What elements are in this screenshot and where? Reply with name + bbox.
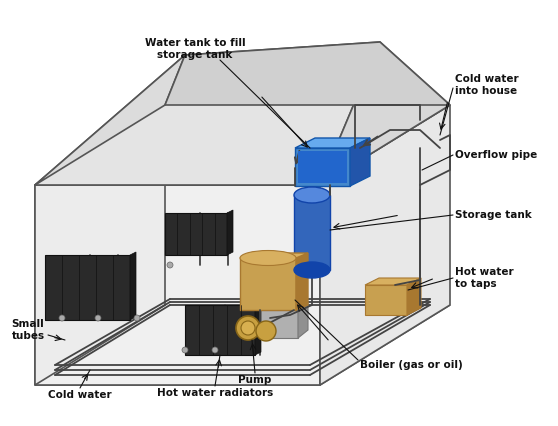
Polygon shape bbox=[35, 105, 450, 185]
Polygon shape bbox=[296, 253, 308, 310]
Ellipse shape bbox=[294, 187, 330, 203]
Text: Cold water: Cold water bbox=[48, 390, 112, 400]
Ellipse shape bbox=[294, 262, 330, 278]
Text: Hot water radiators: Hot water radiators bbox=[157, 388, 273, 398]
Circle shape bbox=[241, 321, 255, 335]
Polygon shape bbox=[255, 302, 261, 355]
Polygon shape bbox=[295, 148, 350, 186]
Polygon shape bbox=[238, 310, 298, 338]
Polygon shape bbox=[35, 55, 185, 185]
Polygon shape bbox=[320, 42, 450, 185]
Polygon shape bbox=[130, 252, 136, 320]
Circle shape bbox=[167, 262, 173, 268]
Text: Hot water
to taps: Hot water to taps bbox=[455, 267, 513, 289]
Circle shape bbox=[236, 316, 260, 340]
Polygon shape bbox=[240, 258, 296, 310]
Circle shape bbox=[182, 347, 188, 353]
Polygon shape bbox=[298, 302, 308, 338]
Polygon shape bbox=[165, 42, 450, 105]
Text: Water tank to fill
storage tank: Water tank to fill storage tank bbox=[145, 38, 246, 60]
Text: Overflow pipe: Overflow pipe bbox=[455, 150, 537, 160]
Polygon shape bbox=[295, 138, 370, 148]
Polygon shape bbox=[298, 151, 347, 183]
Polygon shape bbox=[165, 213, 227, 255]
Polygon shape bbox=[35, 305, 450, 385]
Text: Storage tank: Storage tank bbox=[455, 210, 532, 220]
Polygon shape bbox=[365, 285, 407, 315]
Text: Small
tubes: Small tubes bbox=[11, 319, 45, 341]
Polygon shape bbox=[365, 278, 421, 285]
Polygon shape bbox=[240, 253, 308, 258]
Text: Pump: Pump bbox=[238, 375, 272, 385]
Circle shape bbox=[59, 315, 65, 321]
Polygon shape bbox=[35, 185, 320, 385]
Polygon shape bbox=[350, 138, 370, 186]
Text: Boiler (gas or oil): Boiler (gas or oil) bbox=[360, 360, 463, 370]
Text: Cold water
into house: Cold water into house bbox=[455, 74, 518, 96]
Polygon shape bbox=[294, 195, 330, 270]
Polygon shape bbox=[45, 255, 130, 320]
Polygon shape bbox=[185, 305, 255, 355]
Circle shape bbox=[212, 347, 218, 353]
Polygon shape bbox=[407, 278, 421, 315]
Circle shape bbox=[95, 315, 101, 321]
Ellipse shape bbox=[240, 250, 296, 265]
Polygon shape bbox=[227, 210, 233, 255]
Circle shape bbox=[256, 321, 276, 341]
Polygon shape bbox=[35, 42, 380, 185]
Polygon shape bbox=[35, 105, 165, 385]
Polygon shape bbox=[320, 105, 450, 385]
Polygon shape bbox=[238, 302, 308, 310]
Circle shape bbox=[134, 315, 140, 321]
